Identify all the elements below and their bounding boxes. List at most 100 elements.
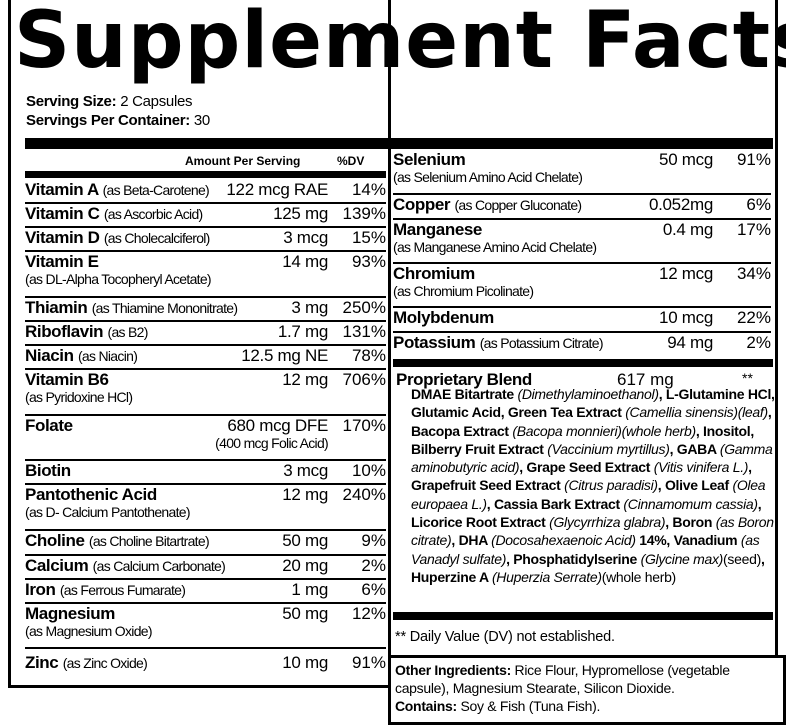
amount-value: 3 mcg <box>283 228 328 247</box>
nutrient-name: Selenium (as Selenium Amino Acid Chelate) <box>393 150 659 185</box>
divider-thick <box>25 138 773 149</box>
nutrient-dv: 9% <box>361 531 386 550</box>
blend-part: (Dimethylaminoethanol) <box>517 386 659 402</box>
nutrient-source: (as Thiamine Mononitrate) <box>91 300 238 316</box>
nutrient-name: Vitamin A (as Beta-Carotene) <box>25 180 226 200</box>
nutrient-source: (as Copper Gluconate) <box>454 197 582 213</box>
nutrient-amount: 0.4 mg <box>663 220 713 239</box>
nutrient-amount: 1 mg <box>291 580 328 599</box>
nutrient-name: Vitamin B6 (as Pyridoxine HCl) <box>25 370 282 405</box>
nutrient-name: Magnesium (as Magnesium Oxide) <box>25 604 282 639</box>
nutrient-amount: 0.052mg <box>649 195 713 214</box>
nutrient-source: (as Beta-Carotene) <box>102 182 210 198</box>
nutrient-dv: 17% <box>736 220 771 239</box>
blend-name: Proprietary Blend <box>396 370 532 389</box>
nutrient-row: Copper (as Copper Gluconate) 0.052mg 6% <box>393 195 771 220</box>
nutrient-source: (as Potassium Citrate) <box>479 335 604 351</box>
nutrient-amount: 10 mg <box>282 653 328 672</box>
nutrient-amount: 12 mg <box>282 485 328 504</box>
amount-value: 10 mcg <box>659 308 713 327</box>
nutrient-dv: 170% <box>342 416 386 435</box>
blend-part: , Grapefruit Seed Extract <box>411 459 752 494</box>
amount-value: 50 mg <box>282 604 328 623</box>
blend-part: (Gamma aminobutyric acid) <box>411 440 773 476</box>
nutrient-dv: 6% <box>361 580 386 599</box>
nutrient-name: Riboflavin (as B2) <box>25 322 278 342</box>
blend-part: (Cinnamomum cassia) <box>623 495 758 512</box>
nutrient-source: (as Calcium Carbonate) <box>92 558 226 574</box>
amount-value: 20 mg <box>282 556 328 575</box>
blend-part: (as Boron citrate) <box>411 514 774 549</box>
blend-part: , Grape Seed Extract <box>519 459 654 476</box>
dv-header: %DV <box>337 154 365 168</box>
nutrient-amount: 680 mcg DFE (400 mcg Folic Acid) <box>215 416 329 451</box>
nutrient-name: Copper (as Copper Gluconate) <box>393 195 649 215</box>
nutrient-label: Vitamin B6 <box>25 370 109 389</box>
nutrient-row: Vitamin B6 (as Pyridoxine HCl) 12 mg 706% <box>25 370 386 416</box>
serving-size: Serving Size: 2 Capsules <box>26 93 193 110</box>
nutrient-row: Manganese (as Manganese Amino Acid Chelat… <box>393 220 771 264</box>
blend-amount: 617 mg <box>617 370 674 389</box>
blend-part: (Citrus paradisi) <box>564 477 658 494</box>
nutrient-name: Chromium (as Chromium Picolinate) <box>393 264 659 299</box>
blend-part: , GABA <box>669 440 720 457</box>
nutrient-amount: 12.5 mg NE <box>241 346 328 365</box>
nutrient-row: Potassium (as Potassium Citrate) 94 mg 2% <box>393 333 771 358</box>
amount-detail: (400 mcg Folic Acid) <box>215 435 329 451</box>
nutrient-name: Iron (as Ferrous Fumarate) <box>25 580 291 600</box>
nutrient-dv: 91% <box>736 150 771 169</box>
amount-value: 94 mg <box>667 333 713 352</box>
nutrient-row: Vitamin C (as Ascorbic Acid) 125 mg 139% <box>25 204 386 228</box>
nutrient-label: Vitamin A <box>25 180 99 199</box>
right-border <box>775 0 778 655</box>
blend-part: , Cassia Bark Extract <box>486 495 624 512</box>
nutrient-label: Riboflavin <box>25 322 104 341</box>
blend-part: (Huperzia Serrate) <box>491 568 602 585</box>
nutrient-label: Selenium <box>393 150 466 169</box>
nutrient-row: Vitamin E (as DL-Alpha Tocopheryl Acetate… <box>25 252 386 298</box>
nutrient-amount: 1.7 mg <box>278 322 328 341</box>
nutrient-row: Selenium (as Selenium Amino Acid Chelate)… <box>393 150 771 195</box>
nutrient-list-left: Vitamin A (as Beta-Carotene) 122 mcg RAE 1… <box>25 180 386 681</box>
amount-value: 14 mg <box>282 252 328 271</box>
nutrient-dv: 14% <box>351 180 386 199</box>
blend-part: , Boron <box>665 514 716 531</box>
nutrient-row: Folate 680 mcg DFE (400 mcg Folic Acid) 170… <box>25 416 386 461</box>
left-panel-border <box>8 0 391 688</box>
nutrient-dv: 78% <box>351 346 386 365</box>
nutrient-source: (as DL-Alpha Tocopheryl Acetate) <box>25 271 212 287</box>
amount-value: 3 mg <box>291 298 328 317</box>
nutrient-source: (as Manganese Amino Acid Chelate) <box>393 239 597 255</box>
nutrient-dv: 250% <box>342 298 386 317</box>
nutrient-label: Copper <box>393 195 451 214</box>
nutrient-amount: 125 mg <box>273 204 328 223</box>
divider-thick <box>393 612 773 620</box>
nutrient-label: Iron <box>25 580 56 599</box>
amount-value: 680 mcg DFE <box>227 416 328 435</box>
blend-part: (Vitis vinifera L.) <box>653 459 749 476</box>
amount-value: 125 mg <box>273 204 328 223</box>
nutrient-label: Manganese <box>393 220 482 239</box>
nutrient-label: Thiamin <box>25 298 88 317</box>
amount-value: 12.5 mg NE <box>241 346 328 365</box>
nutrient-name: Molybdenum <box>393 308 659 327</box>
nutrient-name: Vitamin D (as Cholecalciferol) <box>25 228 283 248</box>
nutrient-source: (as Ascorbic Acid) <box>103 206 203 222</box>
nutrient-row: Pantothenic Acid (as D- Calcium Pantothen… <box>25 485 386 531</box>
blend-part: (Docosahexaenoic Acid) <box>491 532 640 549</box>
nutrient-dv: 22% <box>736 308 771 327</box>
nutrient-label: Biotin <box>25 461 71 480</box>
nutrient-amount: 12 mg <box>282 370 328 389</box>
blend-part: (seed) <box>723 550 761 567</box>
amount-header: Amount Per Serving <box>185 154 301 168</box>
blend-part: , Huperzine A <box>411 550 765 585</box>
blend-part: , DHA <box>451 532 492 549</box>
nutrient-source: (as Ferrous Fumarate) <box>59 582 186 598</box>
nutrient-source: (as B2) <box>107 324 149 340</box>
nutrient-source: (as Niacin) <box>77 348 138 364</box>
blend-part: (as Vanadyl sulfate) <box>411 532 760 567</box>
amount-value: 12 mg <box>282 370 328 389</box>
blend-part: , Phosphatidylserine <box>506 550 641 567</box>
nutrient-name: Choline (as Choline Bitartrate) <box>25 531 282 551</box>
nutrient-name: Manganese (as Manganese Amino Acid Chelat… <box>393 220 663 255</box>
